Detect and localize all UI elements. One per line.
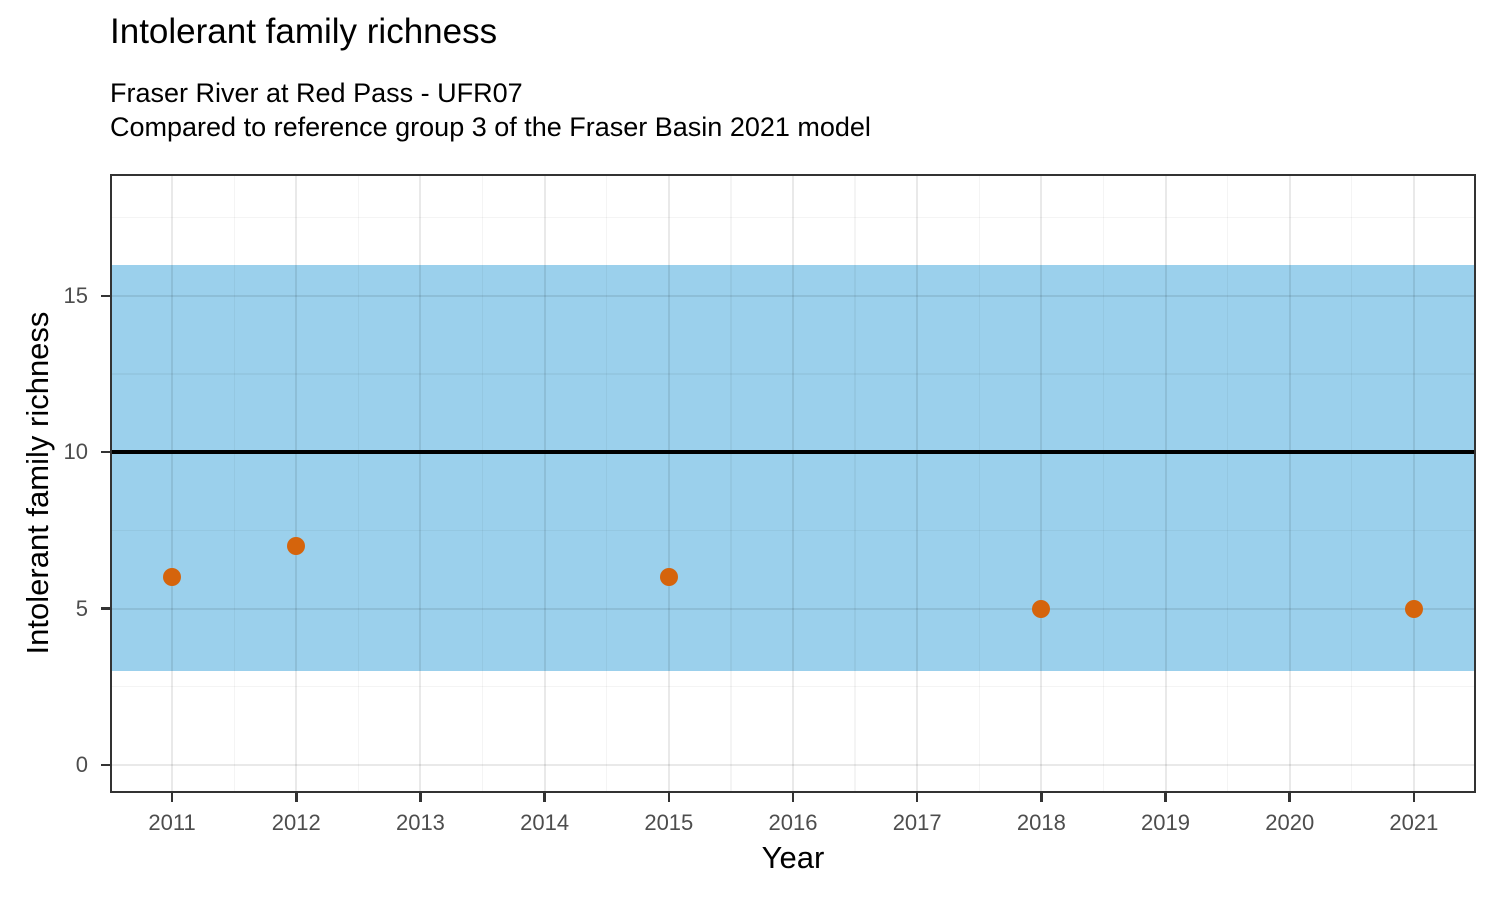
x-gridline-major — [1040, 174, 1043, 793]
y-tick-label: 10 — [63, 439, 88, 465]
x-tick-mark — [667, 793, 671, 802]
x-gridline-minor — [854, 174, 856, 793]
y-tick-mark — [101, 763, 110, 767]
y-gridline-major — [110, 607, 1476, 610]
x-gridline-minor — [1226, 174, 1229, 793]
y-tick-mark — [101, 450, 110, 454]
x-tick-label: 2017 — [892, 810, 942, 835]
reference-line — [110, 450, 1476, 454]
x-gridline-minor — [1102, 174, 1105, 793]
x-gridline-major — [543, 174, 546, 793]
x-tick-label: 2012 — [271, 810, 321, 835]
x-tick-mark — [295, 793, 298, 802]
x-gridline-minor — [481, 174, 484, 793]
x-tick-label: 2013 — [395, 810, 445, 835]
y-tick-label: 5 — [75, 595, 88, 621]
x-gridline-minor — [978, 174, 980, 793]
x-tick-label: 2018 — [1016, 810, 1066, 835]
x-tick-mark — [419, 793, 422, 802]
y-tick-label: 15 — [63, 282, 88, 308]
x-gridline-major — [1288, 174, 1291, 793]
y-gridline-minor — [110, 686, 1476, 688]
x-tick-label: 2011 — [148, 810, 196, 835]
x-tick-mark — [1412, 793, 1416, 802]
y-gridline-minor — [110, 529, 1476, 532]
x-tick-mark — [1040, 793, 1043, 802]
reference-band — [110, 264, 1476, 672]
x-tick-mark — [543, 793, 546, 802]
y-gridline-major — [110, 294, 1476, 297]
x-gridline-major — [667, 174, 670, 793]
y-axis-title: Intolerant family richness — [20, 311, 55, 655]
x-tick-mark — [1164, 793, 1167, 802]
x-tick-label: 2016 — [768, 810, 818, 835]
data-point — [1404, 599, 1423, 618]
x-gridline-major — [916, 174, 919, 793]
x-gridline-minor — [1351, 174, 1353, 793]
x-gridline-major — [295, 174, 298, 793]
x-tick-label: 2014 — [520, 810, 570, 835]
y-gridline-minor — [110, 373, 1476, 375]
x-tick-label: 2019 — [1141, 810, 1191, 835]
x-gridline-minor — [357, 174, 359, 793]
x-tick-label: 2020 — [1265, 810, 1315, 835]
x-tick-mark — [1288, 793, 1291, 802]
subtitle-line-1: Fraser River at Red Pass - UFR07 — [110, 78, 523, 108]
y-gridline-major — [110, 763, 1476, 766]
data-point — [287, 537, 306, 556]
data-point — [1032, 599, 1051, 618]
x-tick-mark — [791, 793, 795, 802]
x-gridline-major — [1164, 174, 1167, 793]
x-axis-title: Year — [761, 840, 825, 875]
page-title: Intolerant family richness — [110, 12, 498, 51]
x-gridline-major — [1412, 174, 1415, 793]
y-tick-mark — [101, 294, 110, 298]
y-tick-mark — [101, 607, 110, 610]
x-tick-mark — [915, 793, 919, 802]
x-gridline-major — [171, 174, 174, 793]
x-gridline-minor — [606, 174, 608, 793]
x-tick-mark — [170, 793, 174, 802]
plot-panel — [110, 174, 1476, 793]
x-gridline-minor — [730, 174, 732, 793]
data-point — [163, 568, 182, 587]
y-gridline-minor — [110, 217, 1476, 219]
subtitle-line-2: Compared to reference group 3 of the Fra… — [110, 112, 871, 142]
x-tick-label: 2021 — [1389, 810, 1439, 835]
chart-subtitle: Fraser River at Red Pass - UFR07 Compare… — [110, 76, 871, 144]
x-tick-label: 2015 — [644, 810, 694, 835]
x-gridline-minor — [233, 174, 235, 793]
data-point — [659, 568, 678, 587]
x-gridline-major — [419, 174, 422, 793]
x-gridline-major — [792, 174, 794, 793]
y-tick-label: 0 — [75, 751, 88, 777]
